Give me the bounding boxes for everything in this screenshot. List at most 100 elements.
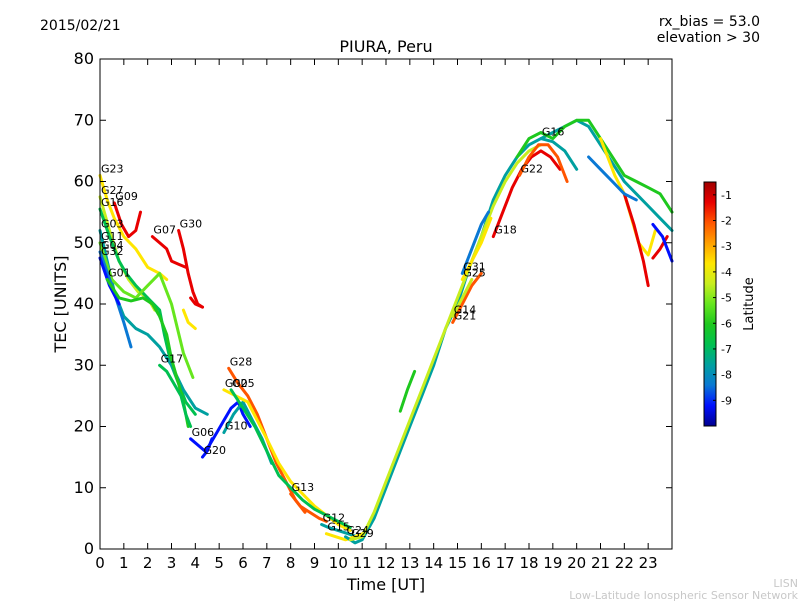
x-tick-label: 13	[400, 554, 419, 572]
x-tick-label: 12	[376, 554, 395, 572]
satellite-label: G24	[346, 524, 369, 537]
series-line-g13	[289, 492, 328, 523]
satellite-label: G09	[115, 190, 138, 203]
satellite-label: G25	[463, 267, 486, 280]
satellite-label: G16	[542, 126, 565, 139]
x-tick-label: 15	[448, 554, 467, 572]
x-tick-label: 7	[262, 554, 272, 572]
x-tick-label: 5	[214, 554, 224, 572]
y-tick-label: 40	[74, 294, 94, 313]
y-tick-label: 30	[74, 355, 94, 374]
series-layer	[98, 118, 674, 545]
colorbar-tick-label: -9	[721, 394, 732, 407]
satellite-label: G04	[101, 239, 124, 252]
colorbar-tick-label: -5	[721, 292, 732, 305]
satellite-label: G16	[101, 196, 124, 209]
series-line-g01	[105, 278, 190, 428]
satellite-label: G20	[203, 444, 226, 457]
colorbar-ticks: -1 -2 -3 -4 -5 -6 -7 -8 -9	[713, 189, 732, 407]
series-line	[651, 222, 674, 263]
satellite-label: G13	[292, 481, 315, 494]
date-label: 2015/02/21	[40, 18, 121, 34]
x-tick-label: 3	[167, 554, 177, 572]
series-line	[515, 118, 674, 214]
y-tick-label: 10	[74, 478, 94, 497]
x-tick-label: 17	[496, 554, 515, 572]
x-tick-label: 18	[519, 554, 538, 572]
x-tick-label: 4	[191, 554, 201, 572]
y-tick-label: 50	[74, 233, 94, 252]
series-line	[587, 155, 638, 202]
satellite-label: G22	[520, 162, 543, 175]
x-tick-label: 22	[615, 554, 634, 572]
y-tick-label: 0	[84, 539, 94, 558]
plot-frame	[99, 58, 673, 550]
series-line-g23	[98, 173, 169, 281]
series-line	[622, 192, 650, 288]
satellite-label: G21	[454, 309, 477, 322]
series-line-g21	[451, 271, 483, 324]
colorbar-tick-label: -7	[721, 343, 732, 356]
rx-bias-label: rx_bias = 53.0	[658, 14, 760, 30]
satellite-label: G18	[494, 224, 517, 237]
satellite-label: G06	[192, 426, 215, 439]
x-tick-label: 8	[286, 554, 296, 572]
x-tick-label: 16	[472, 554, 491, 572]
satellite-label: G02	[225, 377, 248, 390]
footer-network: Low-Latitude Ionospheric Sensor Network	[569, 589, 798, 602]
satellite-label: G14	[454, 303, 477, 316]
x-tick-label: 21	[591, 554, 610, 572]
series-line-g30	[177, 229, 204, 309]
series-line-g31	[460, 210, 490, 275]
satellite-label: G32	[101, 245, 124, 258]
colorbar-tick-label: -4	[721, 266, 732, 279]
series-line-g12	[320, 523, 359, 539]
colorbar-tick-label: -2	[721, 215, 732, 228]
satellite-label: G30	[180, 218, 203, 231]
x-tick-label: 9	[310, 554, 320, 572]
satellite-label: G07	[153, 224, 176, 237]
colorbar-tick-label: -8	[721, 369, 732, 382]
x-tick-label: 11	[353, 554, 372, 572]
series-line-g11	[98, 241, 195, 379]
series-line	[398, 369, 417, 413]
series-line-g29	[348, 143, 543, 542]
x-tick-label: 0	[95, 554, 105, 572]
x-tick-label: 20	[567, 554, 586, 572]
x-tick-label: 1	[119, 554, 129, 572]
series-line-g17	[158, 363, 193, 428]
y-axis-ticks: 0 10 20 30 40 50 60 70 80	[74, 49, 672, 558]
y-axis-label: TEC [UNITS]	[51, 256, 70, 354]
footer-lisn: LISN	[773, 577, 798, 590]
satellite-label: G12	[323, 512, 346, 525]
y-tick-label: 70	[74, 110, 94, 129]
satellite-label: G29	[351, 527, 374, 540]
colorbar-tick-label: -1	[721, 189, 732, 202]
x-tick-label: 14	[424, 554, 443, 572]
satellite-label: G31	[463, 260, 486, 273]
series-line-g15	[324, 532, 364, 542]
satellite-label: G03	[101, 218, 124, 231]
series-line-g25	[460, 216, 493, 281]
colorbar-tick-label: -3	[721, 240, 732, 253]
satellite-label: G01	[108, 267, 131, 280]
x-tick-label: 6	[238, 554, 248, 572]
satellite-label: G23	[101, 162, 124, 175]
x-tick-label: 10	[329, 554, 348, 572]
series-line-g05	[229, 388, 352, 530]
series-line-g06	[189, 400, 252, 453]
chart-title: PIURA, Peru	[339, 37, 432, 56]
elevation-label: elevation > 30	[656, 30, 760, 46]
series-line	[189, 296, 204, 309]
colorbar-tick-label: -6	[721, 317, 732, 330]
series-line	[181, 308, 197, 330]
series-line-g09	[112, 201, 142, 239]
colorbar	[703, 181, 717, 427]
series-line-g24	[344, 137, 579, 545]
satellite-label: G27	[101, 184, 124, 197]
x-tick-label: 2	[143, 554, 153, 572]
series-line-g22	[518, 143, 569, 183]
x-axis-label: Time [UT]	[346, 575, 425, 594]
